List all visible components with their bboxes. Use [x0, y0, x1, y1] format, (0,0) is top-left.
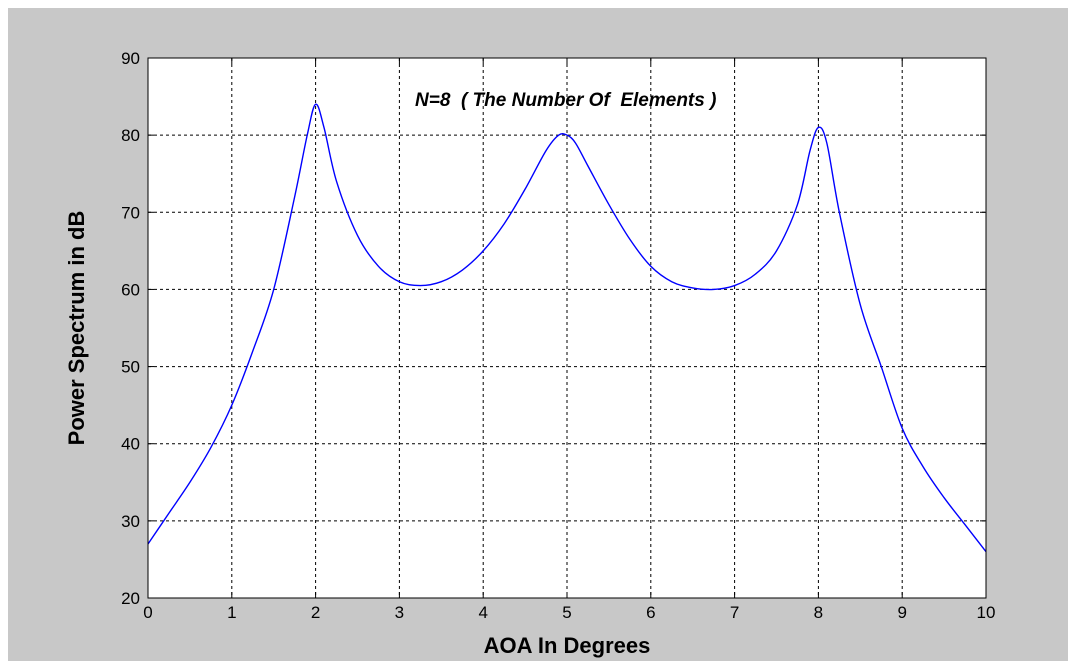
x-tick-label: 2: [311, 603, 320, 622]
x-axis-title: AOA In Degrees: [484, 633, 651, 658]
tick-marks: [147, 57, 987, 599]
y-tick-labels: 20 30 40 50 60 70 80 90: [121, 49, 140, 608]
grid: [148, 58, 986, 598]
y-tick-label: 90: [121, 49, 140, 68]
x-tick-label: 9: [897, 603, 906, 622]
y-tick-label: 60: [121, 280, 140, 299]
chart-annotation: N=8 ( The Number Of Elements ): [415, 90, 716, 111]
spectrum-series-line: [147, 103, 987, 553]
x-tick-label: 3: [395, 603, 404, 622]
x-tick-label: 0: [143, 603, 152, 622]
x-tick-label: 5: [562, 603, 571, 622]
x-tick-labels: 0 1 2 3 4 5 6 7 8 9 10: [143, 603, 995, 622]
y-tick-label: 40: [121, 435, 140, 454]
y-tick-label: 80: [121, 126, 140, 145]
y-tick-label: 20: [121, 589, 140, 608]
series-layer: [147, 103, 987, 553]
x-tick-label: 8: [814, 603, 823, 622]
x-tick-label: 10: [977, 603, 996, 622]
y-tick-label: 30: [121, 512, 140, 531]
y-tick-label: 70: [121, 203, 140, 222]
y-tick-label: 50: [121, 358, 140, 377]
y-axis-title: Power Spectrum in dB: [64, 211, 89, 446]
x-tick-label: 4: [478, 603, 487, 622]
x-tick-label: 1: [227, 603, 236, 622]
x-tick-label: 6: [646, 603, 655, 622]
x-tick-label: 7: [730, 603, 739, 622]
